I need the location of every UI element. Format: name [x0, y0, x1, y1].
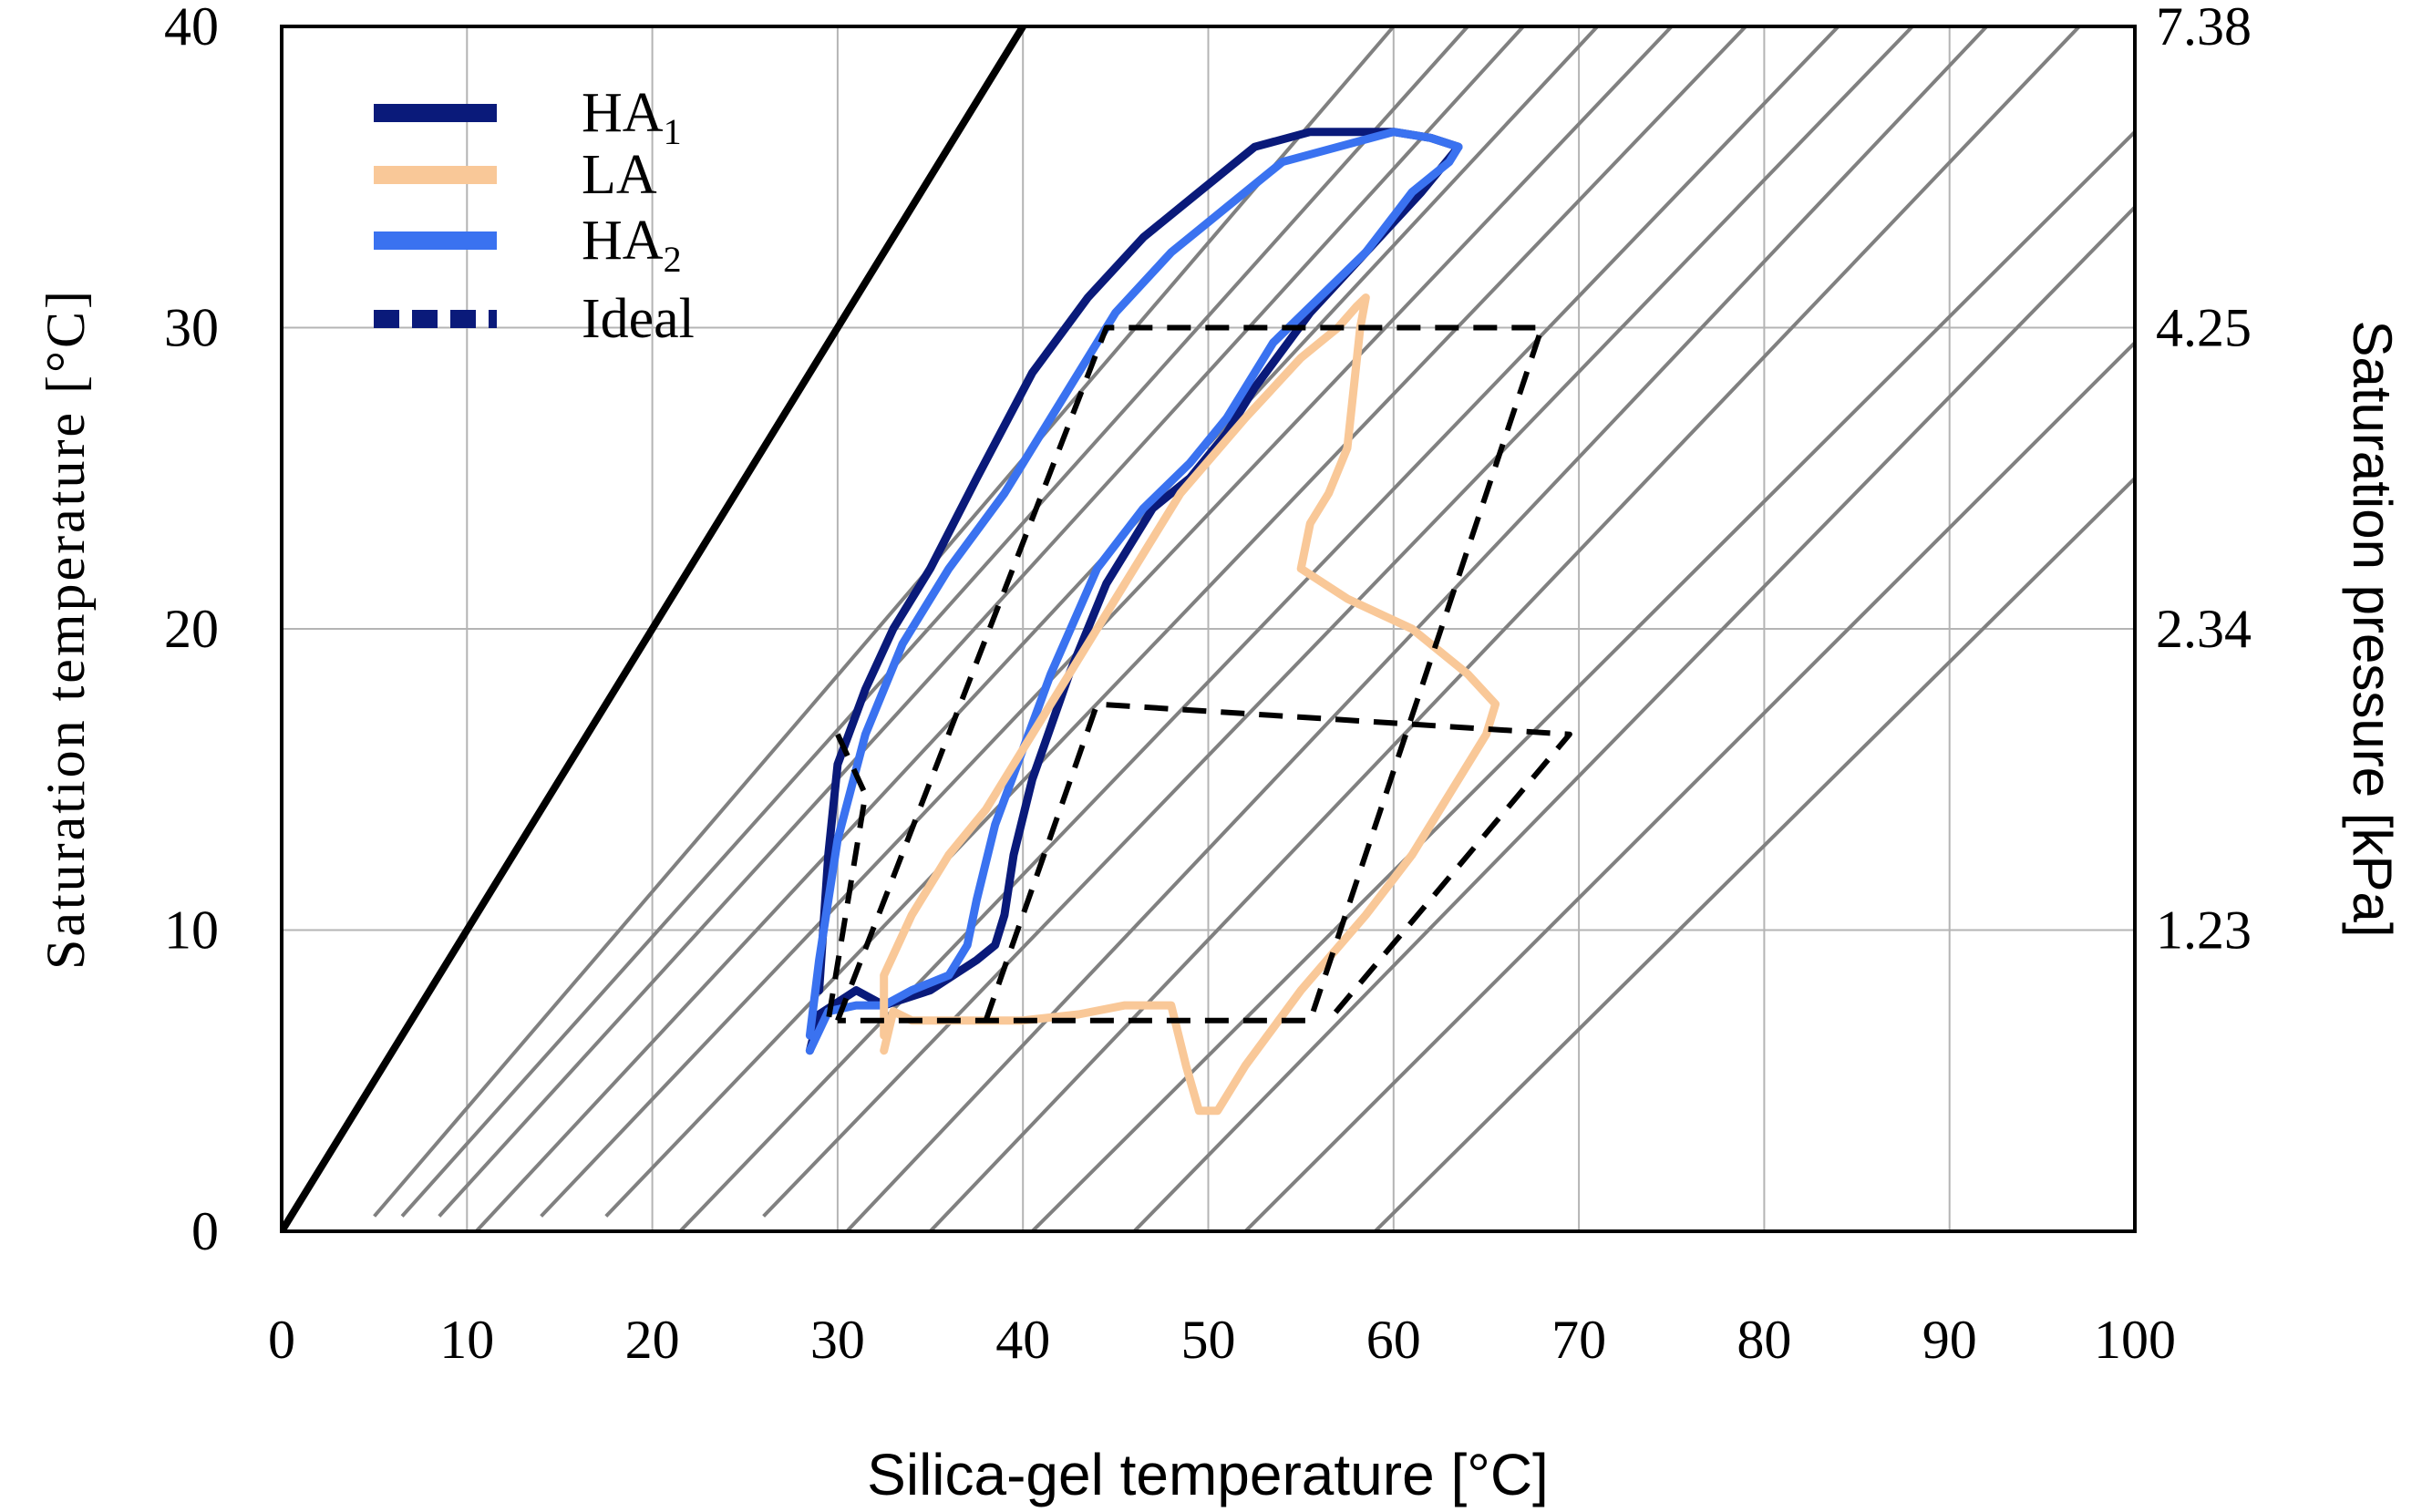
isostere-line [438, 26, 1525, 1218]
saturation-line-path [282, 26, 1026, 1231]
y-tick-label: 20 [164, 599, 219, 659]
isostere-line [604, 26, 1747, 1218]
y-tick-label: 40 [164, 0, 219, 57]
x-tick-label: 100 [2094, 1310, 2176, 1370]
y-tick-label: 10 [164, 900, 219, 961]
x-tick-label: 70 [1551, 1310, 1606, 1370]
x-tick-label: 50 [1181, 1310, 1236, 1370]
y-axis-ticks: 0 10 20 30 40 [164, 0, 219, 1261]
y-tick-label: 30 [164, 298, 219, 358]
series-ideal-segment [825, 733, 869, 1022]
isostere-line [1243, 341, 2135, 1231]
isostere-line [475, 26, 1599, 1231]
isostere-line [373, 26, 1396, 1218]
x-tick-label: 30 [810, 1310, 865, 1370]
isostere-line [929, 26, 2081, 1231]
y2-axis-title: Saturation pressure [kPa] [2342, 320, 2403, 937]
y2-tick-label: 2.34 [2156, 599, 2252, 659]
saturation-line [282, 26, 1026, 1231]
isostere-line [1030, 130, 2135, 1231]
isostere-line [1374, 477, 2135, 1231]
series-ideal-segment [983, 701, 1572, 1023]
isostere-line [1132, 205, 2135, 1231]
series-la-line [880, 293, 1500, 1116]
ideal-cycle [825, 324, 1572, 1023]
y2-axis-ticks: 1.23 2.34 4.25 7.38 [2156, 0, 2252, 961]
x-tick-label: 20 [625, 1310, 680, 1370]
legend-label: HA1 [582, 82, 682, 152]
y2-tick-label: 1.23 [2156, 900, 2252, 961]
x-axis-ticks: 0 10 20 30 40 50 60 70 80 90 100 [268, 1310, 2176, 1370]
x-tick-label: 10 [439, 1310, 494, 1370]
y-axis-title: Saturation temperature [°C] [36, 288, 96, 970]
isostere-line [678, 26, 1840, 1231]
data-series [805, 128, 1500, 1116]
y2-tick-label: 4.25 [2156, 298, 2252, 358]
plot-frame [280, 25, 2137, 1233]
series-ha2-line [805, 128, 1463, 1055]
x-tick-label: 0 [268, 1310, 295, 1370]
isostere-line [400, 26, 1469, 1218]
x-tick-label: 40 [995, 1310, 1050, 1370]
x-tick-label: 60 [1366, 1310, 1421, 1370]
y-tick-label: 0 [191, 1201, 219, 1261]
legend-label: HA2 [582, 210, 682, 280]
x-tick-label: 90 [1922, 1310, 1977, 1370]
legend-label: LA [582, 144, 657, 206]
x-tick-label: 80 [1737, 1310, 1791, 1370]
legend-label: Ideal [582, 288, 695, 350]
x-axis-title: Silica-gel temperature [°C] [867, 1442, 1549, 1507]
y2-tick-label: 7.38 [2156, 0, 2252, 57]
